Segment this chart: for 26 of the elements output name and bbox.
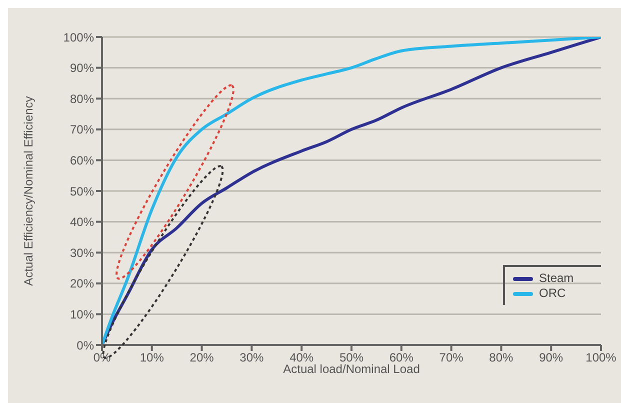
y-tick-label: 100% (63, 30, 94, 44)
legend-label: Steam (539, 271, 574, 286)
y-tick-label: 90% (70, 61, 94, 76)
y-tick-label: 80% (70, 92, 94, 106)
x-tick-label: 30% (240, 350, 264, 365)
y-tick-label: 60% (70, 153, 94, 168)
x-tick-label: 0% (93, 350, 111, 365)
x-tick-label: 80% (489, 350, 514, 365)
x-axis-title: Actual load/Nominal Load (283, 362, 420, 376)
legend-label: ORC (539, 286, 566, 301)
x-tick-label: 90% (539, 350, 564, 365)
y-tick-label: 0% (76, 338, 94, 352)
x-tick-label: 50% (339, 350, 364, 365)
y-tick-label: 40% (70, 215, 94, 230)
x-tick-label: 60% (389, 350, 414, 365)
x-tick-label: 20% (190, 350, 214, 365)
y-tick-label: 30% (70, 246, 94, 260)
x-tick-label: 10% (140, 350, 164, 365)
y-axis-title: Actual Efficiency/Nominal Efficiency (21, 96, 36, 286)
x-tick-label: 100% (586, 350, 617, 365)
y-tick-label: 20% (70, 276, 94, 291)
x-tick-label: 40% (290, 350, 314, 365)
y-tick-label: 50% (70, 184, 94, 198)
x-tick-label: 70% (439, 350, 464, 365)
y-tick-label: 70% (70, 122, 94, 137)
y-tick-label: 10% (70, 307, 94, 322)
